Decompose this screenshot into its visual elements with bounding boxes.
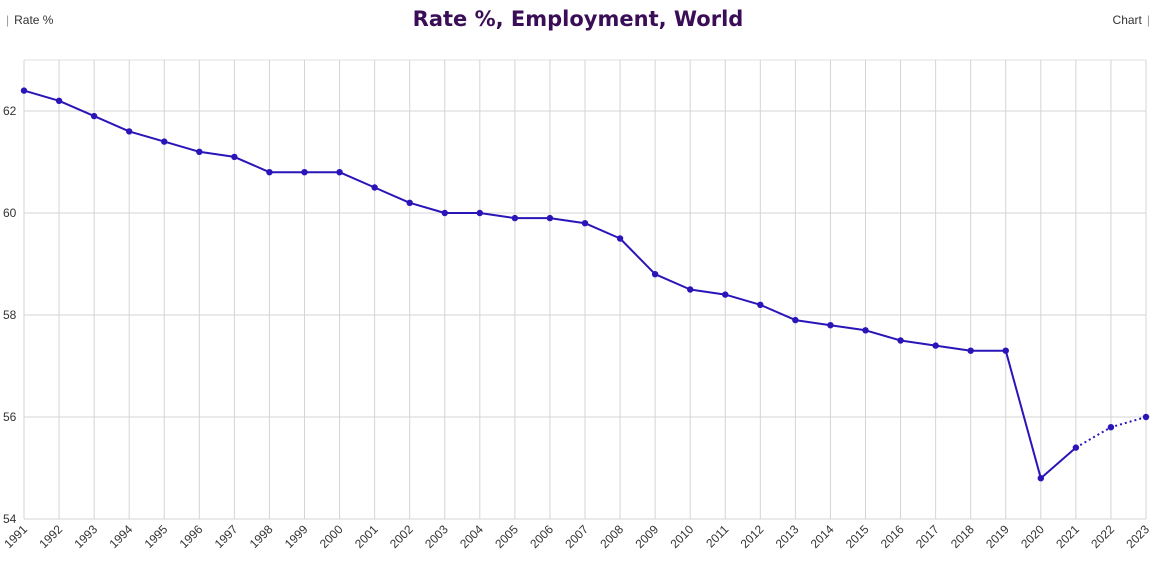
x-tick-label: 2021: [1053, 522, 1082, 551]
x-tick-label: 2013: [773, 522, 802, 551]
data-point: [897, 337, 904, 344]
y-tick-label: 58: [3, 308, 17, 322]
data-point: [792, 316, 799, 324]
x-tick-label: 2004: [457, 522, 486, 551]
x-tick-label: 1993: [71, 522, 100, 551]
x-tick-label: 2000: [317, 522, 346, 551]
x-tick-label: 2019: [983, 522, 1012, 551]
x-tick-label: 2015: [843, 522, 872, 551]
x-tick-label: 2017: [913, 522, 942, 551]
x-tick-label: 2007: [562, 522, 591, 551]
x-tick-label: 1996: [177, 522, 206, 551]
x-tick-label: 1994: [107, 522, 136, 551]
data-point: [90, 112, 98, 120]
data-point: [406, 199, 413, 206]
data-point: [546, 214, 554, 222]
x-tick-label: 2002: [387, 522, 416, 551]
x-tick-label: 1991: [1, 522, 30, 551]
data-point: [722, 291, 729, 298]
separator: |: [1146, 13, 1150, 27]
data-point: [371, 184, 378, 191]
data-point: [125, 128, 133, 135]
data-point: [336, 169, 343, 176]
data-point: [196, 148, 203, 155]
data-point: [55, 97, 63, 105]
x-tick-label: 2020: [1018, 522, 1047, 551]
data-point: [1002, 347, 1009, 354]
x-tick-label: 1992: [36, 522, 65, 551]
y-tick-label: 56: [3, 410, 17, 424]
series-points: [20, 87, 1150, 482]
data-point: [301, 169, 308, 176]
chart-title: Rate %, Employment, World: [412, 7, 744, 31]
data-point: [651, 271, 659, 278]
x-tick-label: 2018: [948, 522, 977, 551]
data-point: [757, 301, 764, 308]
x-tick-label: 2012: [738, 522, 767, 551]
x-tick-label: 1995: [142, 522, 171, 551]
x-axis-ticks: 1991 1992 1993 1994 1995 1996 1997 1998 1999 2000…: [1, 522, 1152, 551]
data-point: [231, 153, 238, 161]
gridlines: [23, 59, 1147, 520]
data-point: [441, 209, 448, 217]
x-tick-label: 2011: [703, 522, 731, 550]
x-tick-label: 1998: [247, 522, 276, 551]
x-tick-label: 2009: [632, 522, 661, 551]
x-tick-label: 2016: [878, 522, 907, 551]
x-tick-label: 1999: [282, 522, 311, 551]
x-tick-label: 2022: [1088, 522, 1117, 551]
x-tick-label: 2023: [1123, 522, 1152, 551]
x-tick-label: 2003: [422, 522, 451, 551]
x-tick-label: 2006: [527, 522, 556, 551]
data-point: [266, 169, 273, 176]
chart-type-text[interactable]: Chart: [1112, 13, 1142, 27]
y-tick-label: 54: [3, 512, 17, 526]
data-point: [511, 214, 519, 222]
data-point: [1107, 424, 1115, 431]
y-tick-label: 62: [3, 104, 17, 118]
separator: |: [6, 13, 10, 27]
x-tick-label: 2008: [597, 522, 626, 551]
data-point: [1072, 444, 1080, 451]
chart-units-label: | Rate %: [6, 13, 53, 27]
data-point: [967, 347, 974, 354]
y-axis-ticks: 54 56 58 60 62: [3, 104, 17, 526]
chart-type-label[interactable]: Chart |: [1113, 13, 1150, 27]
data-point: [161, 138, 168, 145]
data-point: [616, 235, 624, 242]
x-tick-label: 2001: [352, 522, 381, 551]
x-tick-label: 2010: [668, 522, 697, 551]
data-point: [827, 322, 834, 329]
units-text: Rate %: [14, 13, 54, 27]
data-point: [686, 286, 694, 293]
x-tick-label: 2014: [808, 522, 837, 551]
data-point: [476, 209, 484, 217]
y-tick-label: 60: [3, 206, 17, 220]
data-point: [862, 327, 869, 334]
data-point: [1037, 475, 1045, 482]
x-tick-label: 2005: [492, 522, 521, 551]
data-point: [932, 342, 939, 349]
data-point: [581, 220, 589, 227]
data-point: [20, 87, 28, 94]
x-tick-label: 1997: [212, 522, 241, 551]
data-point: [1142, 413, 1150, 421]
